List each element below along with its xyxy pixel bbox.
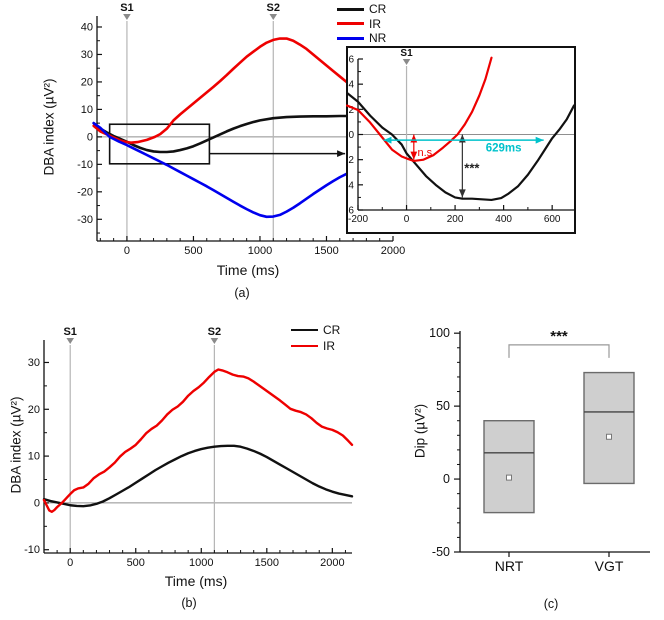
legend-swatch-ir [337, 22, 364, 26]
legend-item-cr: CR [337, 2, 386, 17]
svg-text:200: 200 [447, 214, 464, 225]
svg-text:500: 500 [127, 557, 145, 569]
svg-text:0: 0 [443, 472, 450, 486]
svg-text:500: 500 [184, 245, 202, 257]
svg-text:0: 0 [34, 497, 40, 509]
legend-item-nr: NR [337, 31, 386, 46]
legend-item-ir: IR [291, 338, 340, 354]
inset-zoom-panel: S1 -200 0 200 400 600 6 4 2 0 -2 -4 -6 n.s. *** 629ms [346, 46, 576, 234]
svg-text:***: *** [464, 160, 480, 175]
svg-text:0: 0 [67, 557, 73, 569]
svg-text:-50: -50 [432, 545, 450, 559]
legend-swatch-cr [337, 7, 364, 11]
panel-b-x-axis-label: Time (ms) [164, 573, 228, 589]
svg-text:30: 30 [28, 357, 40, 369]
svg-text:-20: -20 [77, 186, 93, 198]
svg-text:20: 20 [81, 76, 93, 88]
svg-text:400: 400 [495, 214, 512, 225]
svg-text:S2: S2 [208, 326, 221, 338]
panel-b-caption: (b) [181, 596, 197, 610]
legend-label-cr: CR [323, 323, 341, 337]
svg-text:100: 100 [429, 326, 450, 340]
panel-c-boxplot: 100 50 0 -50 NRT VGT *** [429, 326, 650, 574]
panel-c-y-axis-label: Dip (µV²) [412, 403, 428, 459]
svg-text:1000: 1000 [189, 557, 213, 569]
svg-text:n.s.: n.s. [417, 147, 435, 159]
panel-a-caption: (a) [234, 286, 250, 300]
inset-zoom-chart: S1 -200 0 200 400 600 6 4 2 0 -2 -4 -6 n.s. *** 629ms [346, 46, 576, 234]
svg-text:2000: 2000 [320, 557, 344, 569]
svg-text:-10: -10 [24, 544, 40, 556]
svg-text:S2: S2 [267, 2, 280, 14]
legend-swatch-ir [291, 344, 318, 348]
svg-text:0: 0 [87, 131, 93, 143]
svg-text:0: 0 [124, 245, 130, 257]
svg-text:S1: S1 [400, 48, 413, 59]
svg-text:50: 50 [436, 399, 450, 413]
svg-text:VGT: VGT [595, 558, 624, 574]
svg-text:-10: -10 [77, 159, 93, 171]
legend-label-cr: CR [369, 2, 387, 17]
svg-text:1500: 1500 [314, 245, 338, 257]
svg-text:40: 40 [81, 21, 93, 33]
svg-text:1000: 1000 [248, 245, 272, 257]
svg-text:2000: 2000 [381, 245, 405, 257]
panel-a-legend: CR IR NR [337, 2, 386, 46]
svg-text:S1: S1 [120, 2, 133, 14]
svg-text:-200: -200 [348, 214, 368, 225]
svg-text:20: 20 [28, 404, 40, 416]
panel-b-y-axis-label: DBA index (µV²) [8, 396, 24, 494]
panel-b-legend: CR IR [291, 322, 340, 354]
svg-text:-4: -4 [346, 180, 354, 191]
svg-text:0: 0 [404, 214, 410, 225]
legend-item-cr: CR [291, 322, 340, 338]
svg-text:10: 10 [28, 451, 40, 463]
svg-text:2: 2 [348, 105, 354, 116]
svg-text:1500: 1500 [255, 557, 279, 569]
svg-text:-30: -30 [77, 214, 93, 226]
panel-c-caption: (c) [543, 597, 559, 611]
legend-item-ir: IR [337, 17, 386, 32]
svg-text:6: 6 [348, 55, 354, 66]
legend-label-nr: NR [369, 31, 387, 46]
svg-text:NRT: NRT [495, 558, 524, 574]
svg-text:0: 0 [348, 130, 354, 141]
svg-text:-6: -6 [346, 206, 354, 217]
panel-b-chart: S1 S2 0 500 1000 1500 2000 30 20 10 0 -10 [24, 326, 354, 569]
svg-text:10: 10 [81, 104, 93, 116]
svg-text:30: 30 [81, 49, 93, 61]
svg-text:4: 4 [348, 80, 354, 91]
svg-text:***: *** [550, 328, 568, 345]
panel-a-y-axis-label: DBA index (µV²) [41, 78, 57, 176]
legend-label-ir: IR [369, 16, 381, 31]
legend-label-ir: IR [323, 339, 335, 353]
svg-text:629ms: 629ms [486, 142, 522, 154]
svg-text:-2: -2 [346, 155, 354, 166]
svg-text:600: 600 [544, 214, 561, 225]
legend-swatch-cr [291, 328, 318, 332]
svg-text:S1: S1 [63, 326, 76, 338]
legend-swatch-nr [337, 36, 364, 40]
panel-a-x-axis-label: Time (ms) [216, 262, 280, 278]
